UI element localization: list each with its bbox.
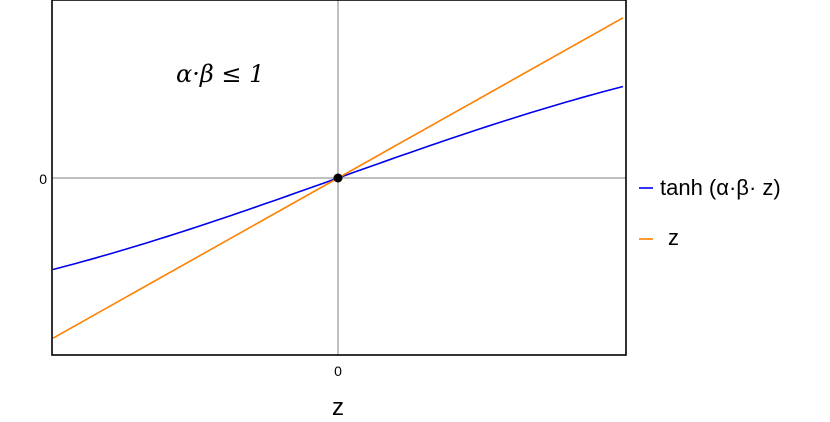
x-axis-title: z	[332, 394, 344, 421]
legend-label-tanh: tanh (α·β· z)	[660, 175, 781, 200]
legend: tanh (α·β· z) z	[639, 175, 781, 250]
annotation-text: α·β ≤ 1	[176, 60, 264, 88]
x-tick-label: 0	[334, 363, 342, 379]
y-tick-label: 0	[39, 171, 47, 187]
legend-label-z: z	[668, 225, 679, 250]
plot-frame	[51, 0, 627, 356]
origin-point	[333, 173, 343, 183]
